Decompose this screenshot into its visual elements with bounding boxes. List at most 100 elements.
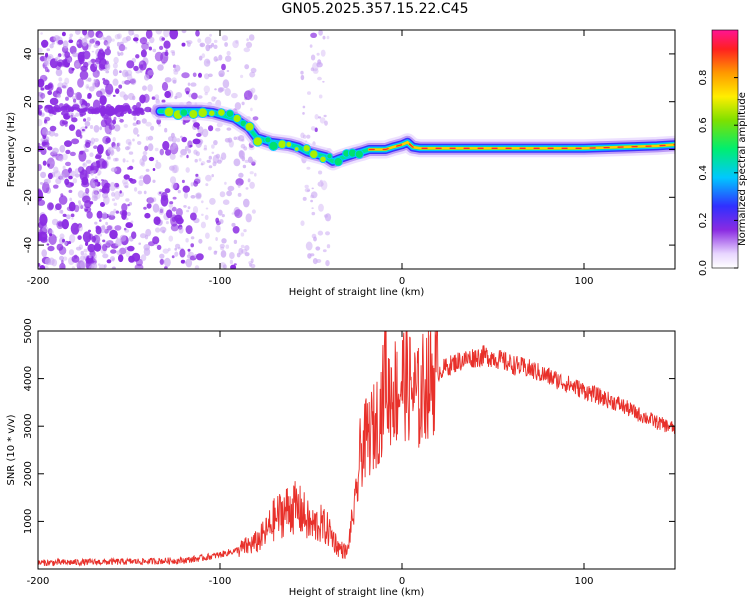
noise-blob (201, 213, 204, 216)
noise-blob (88, 255, 92, 259)
noise-blob (162, 230, 166, 234)
noise-blob (218, 70, 225, 78)
noise-blob (241, 101, 245, 106)
noise-blob (86, 211, 93, 219)
noise-blob (215, 127, 221, 132)
noise-blob (244, 252, 250, 257)
noise-blob (94, 179, 99, 183)
noise-blob (191, 92, 198, 100)
noise-blob (317, 181, 324, 187)
noise-blob (221, 35, 228, 42)
noise-blob (39, 182, 44, 185)
noise-blob (104, 48, 111, 56)
noise-blob (317, 76, 322, 81)
noise-blob (190, 236, 195, 240)
noise-blob (201, 53, 206, 59)
noise-blob (197, 95, 203, 99)
noise-blob (102, 243, 108, 252)
noise-blob (238, 135, 245, 142)
spectrogram-ytick-label: 0 (23, 146, 34, 152)
noise-blob (171, 206, 177, 212)
noise-blob (83, 256, 87, 260)
noise-blob (137, 190, 143, 195)
ridge-dot (188, 109, 199, 119)
noise-blob (74, 168, 80, 174)
noise-blob (115, 210, 120, 214)
noise-blob (171, 51, 176, 56)
noise-blob (160, 195, 169, 207)
noise-blob (111, 198, 116, 202)
noise-blob (85, 241, 89, 246)
noise-blob (46, 48, 51, 52)
noise-blob (195, 173, 199, 177)
noise-blob (98, 33, 104, 40)
ridge-dot (326, 153, 333, 160)
noise-band-blob (72, 104, 80, 109)
ridge-dot (268, 140, 279, 151)
noise-blob (70, 222, 80, 235)
noise-blob (250, 107, 253, 112)
noise-blob (116, 142, 120, 147)
noise-blob (154, 147, 159, 152)
noise-blob (123, 182, 129, 188)
noise-blob (161, 37, 165, 41)
snr-xtick-label: 0 (399, 576, 405, 587)
noise-blob (120, 51, 124, 56)
noise-blob (59, 262, 66, 269)
noise-blob (155, 159, 159, 163)
noise-blob (111, 192, 116, 197)
noise-blob (78, 224, 83, 232)
noise-blob (79, 261, 87, 269)
noise-blob (71, 266, 76, 269)
noise-blob (41, 39, 49, 48)
noise-band-blob (144, 106, 152, 113)
noise-blob (71, 255, 80, 263)
noise-blob (39, 213, 48, 226)
noise-blob (44, 60, 49, 66)
noise-blob (198, 55, 203, 61)
noise-blob (233, 158, 241, 167)
noise-blob (219, 219, 224, 224)
noise-blob (90, 170, 94, 176)
noise-blob (243, 198, 250, 208)
noise-blob (77, 78, 84, 88)
noise-blob (218, 54, 223, 61)
noise-blob (57, 61, 63, 67)
noise-blob (133, 127, 139, 135)
snr-xtick-label: 100 (574, 576, 593, 587)
noise-blob (245, 213, 252, 223)
noise-blob (187, 248, 191, 252)
noise-blob (85, 141, 91, 148)
noise-blob (202, 128, 209, 138)
noise-blob (143, 206, 147, 210)
noise-blob (251, 209, 256, 214)
noise-blob (146, 197, 154, 204)
noise-blob (91, 81, 98, 89)
noise-blob (56, 220, 64, 230)
noise-blob (128, 165, 134, 170)
noise-blob (51, 161, 56, 165)
noise-blob (101, 179, 109, 189)
noise-blob (228, 140, 234, 148)
noise-blob (118, 254, 124, 263)
noise-blob (152, 48, 157, 53)
noise-blob (94, 61, 100, 68)
noise-blob (325, 260, 330, 267)
noise-blob (62, 256, 68, 261)
noise-blob (41, 128, 49, 136)
noise-blob (233, 136, 237, 141)
noise-blob (217, 209, 223, 216)
noise-blob (62, 213, 67, 217)
noise-blob (254, 172, 257, 177)
noise-blob (148, 46, 152, 51)
noise-blob (58, 195, 68, 205)
noise-blob (78, 166, 83, 172)
noise-blob (181, 42, 186, 47)
noise-blob (114, 225, 122, 231)
noise-blob (123, 227, 127, 231)
noise-blob (125, 217, 129, 221)
noise-blob (225, 55, 232, 62)
noise-blob (104, 60, 109, 66)
noise-blob (76, 41, 80, 45)
noise-blob (310, 191, 318, 199)
